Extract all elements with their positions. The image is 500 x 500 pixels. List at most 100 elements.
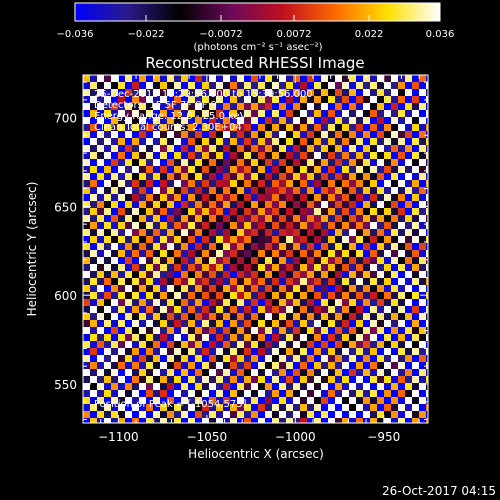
heatmap-cell: [377, 306, 384, 313]
heatmap-cell: [356, 145, 363, 152]
heatmap-cell: [412, 383, 419, 390]
heatmap-cell: [426, 215, 428, 222]
heatmap-cell: [335, 110, 342, 117]
heatmap-cell: [426, 110, 428, 117]
heatmap-cell: [265, 103, 272, 110]
heatmap-cell: [97, 264, 104, 271]
heatmap-cell: [188, 411, 195, 418]
heatmap-cell: [349, 411, 356, 418]
heatmap-cell: [265, 250, 272, 257]
heatmap-cell: [426, 355, 428, 362]
heatmap-cell: [174, 236, 181, 243]
heatmap-cell: [216, 404, 223, 411]
heatmap-cell: [146, 180, 153, 187]
heatmap-cell: [237, 103, 244, 110]
heatmap-cell: [384, 369, 391, 376]
heatmap-cell: [349, 180, 356, 187]
heatmap-cell: [237, 243, 244, 250]
heatmap-cell: [370, 201, 377, 208]
heatmap-cell: [216, 215, 223, 222]
heatmap-cell: [188, 362, 195, 369]
heatmap-cell: [237, 341, 244, 348]
heatmap-cell: [223, 82, 230, 89]
heatmap-cell: [251, 271, 258, 278]
heatmap-cell: [251, 250, 258, 257]
heatmap-cell: [237, 194, 244, 201]
heatmap-cell: [307, 124, 314, 131]
heatmap-cell: [321, 362, 328, 369]
heatmap-cell: [230, 285, 237, 292]
heatmap-cell: [405, 236, 412, 243]
heatmap-cell: [174, 320, 181, 327]
heatmap-cell: [195, 250, 202, 257]
heatmap-cell: [293, 320, 300, 327]
heatmap-cell: [391, 348, 398, 355]
heatmap-cell: [286, 341, 293, 348]
heatmap-cell: [370, 208, 377, 215]
heatmap-cell: [223, 278, 230, 285]
heatmap-cell: [293, 117, 300, 124]
heatmap-cell: [97, 313, 104, 320]
heatmap-cell: [195, 180, 202, 187]
heatmap-cell: [244, 173, 251, 180]
info-line-time: 25-Dec-2015 15:29:56.000 to 15:39:56.000: [94, 89, 313, 100]
heatmap-cell: [90, 208, 97, 215]
heatmap-cell: [251, 306, 258, 313]
heatmap-cell: [391, 166, 398, 173]
heatmap-cell: [216, 173, 223, 180]
heatmap-cell: [97, 96, 104, 103]
heatmap-cell: [181, 292, 188, 299]
heatmap-cell: [132, 327, 139, 334]
heatmap-cell: [356, 411, 363, 418]
heatmap-cell: [125, 194, 132, 201]
heatmap-cell: [398, 201, 405, 208]
heatmap-cell: [188, 278, 195, 285]
heatmap-cell: [328, 397, 335, 404]
heatmap-cell: [111, 327, 118, 334]
heatmap-cell: [328, 390, 335, 397]
heatmap-cell: [132, 152, 139, 159]
heatmap-cell: [244, 103, 251, 110]
heatmap-cell: [398, 341, 405, 348]
heatmap-cell: [412, 110, 419, 117]
heatmap-cell: [111, 383, 118, 390]
heatmap-cell: [272, 201, 279, 208]
heatmap-cell: [328, 418, 335, 423]
heatmap-cell: [370, 236, 377, 243]
heatmap-cell: [118, 397, 125, 404]
heatmap-cell: [307, 82, 314, 89]
heatmap-cell: [188, 341, 195, 348]
heatmap-cell: [251, 159, 258, 166]
colorbar-tick-label: −0.022: [127, 29, 164, 40]
heatmap-cell: [405, 257, 412, 264]
heatmap-cell: [321, 383, 328, 390]
heatmap-cell: [258, 404, 265, 411]
heatmap-cell: [335, 201, 342, 208]
heatmap-cell: [307, 194, 314, 201]
heatmap-cell: [419, 250, 426, 257]
heatmap-cell: [244, 82, 251, 89]
heatmap-cell: [398, 285, 405, 292]
heatmap-cell: [251, 180, 258, 187]
heatmap-cell: [188, 201, 195, 208]
heatmap-cell: [272, 404, 279, 411]
heatmap-cell: [286, 362, 293, 369]
heatmap-cell: [293, 383, 300, 390]
heatmap-cell: [258, 159, 265, 166]
heatmap-cell: [321, 89, 328, 96]
heatmap-cell: [174, 215, 181, 222]
heatmap-cell: [251, 173, 258, 180]
heatmap-cell: [342, 411, 349, 418]
heatmap-cell: [139, 327, 146, 334]
heatmap-cell: [83, 418, 90, 423]
heatmap-cell: [314, 397, 321, 404]
heatmap-cell: [342, 173, 349, 180]
heatmap-cell: [391, 292, 398, 299]
heatmap-cell: [314, 145, 321, 152]
heatmap-cell: [118, 75, 125, 82]
heatmap-cell: [125, 243, 132, 250]
heatmap-cell: [391, 411, 398, 418]
heatmap-cell: [335, 320, 342, 327]
heatmap-cell: [188, 187, 195, 194]
heatmap-cell: [139, 313, 146, 320]
